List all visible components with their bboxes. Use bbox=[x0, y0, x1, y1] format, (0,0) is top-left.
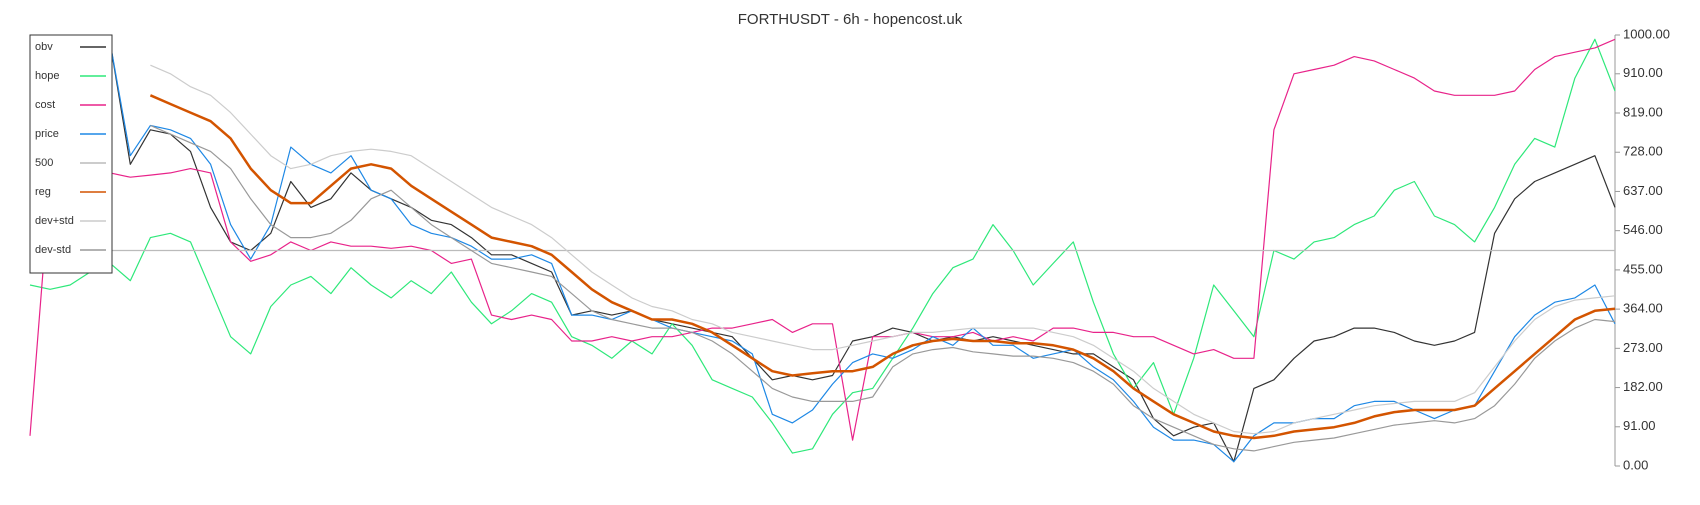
series-line bbox=[109, 43, 1616, 463]
legend-box bbox=[29, 34, 113, 274]
y-tick-label: 364.00 bbox=[1623, 301, 1663, 316]
y-tick-label: 273.00 bbox=[1623, 340, 1663, 355]
series-line bbox=[150, 124, 1616, 452]
y-tick-label: 182.00 bbox=[1623, 379, 1663, 394]
chart-title: FORTHUSDT - 6h - hopencost.uk bbox=[738, 11, 963, 28]
series-line bbox=[29, 38, 1616, 441]
series-line bbox=[150, 64, 1616, 435]
legend-label: obv bbox=[35, 41, 53, 53]
series-line bbox=[109, 43, 1616, 463]
y-tick-label: 1000.00 bbox=[1623, 26, 1670, 41]
legend-label: reg bbox=[35, 186, 51, 198]
y-tick-label: 637.00 bbox=[1623, 183, 1663, 198]
legend-label: dev-std bbox=[35, 244, 71, 256]
legend-label: 500 bbox=[35, 157, 53, 169]
y-tick-label: 91.00 bbox=[1623, 418, 1656, 433]
y-tick-label: 728.00 bbox=[1623, 144, 1663, 159]
y-tick-label: 546.00 bbox=[1623, 222, 1663, 237]
legend-label: hope bbox=[35, 70, 59, 82]
series-line bbox=[29, 38, 1616, 454]
legend-label: cost bbox=[35, 99, 55, 111]
y-tick-label: 819.00 bbox=[1623, 104, 1663, 119]
legend-label: price bbox=[35, 128, 59, 140]
series-line bbox=[149, 94, 1616, 440]
y-tick-label: 0.00 bbox=[1623, 457, 1648, 472]
y-tick-label: 455.00 bbox=[1623, 261, 1663, 276]
y-tick-label: 910.00 bbox=[1623, 65, 1663, 80]
legend-label: dev+std bbox=[35, 215, 74, 227]
